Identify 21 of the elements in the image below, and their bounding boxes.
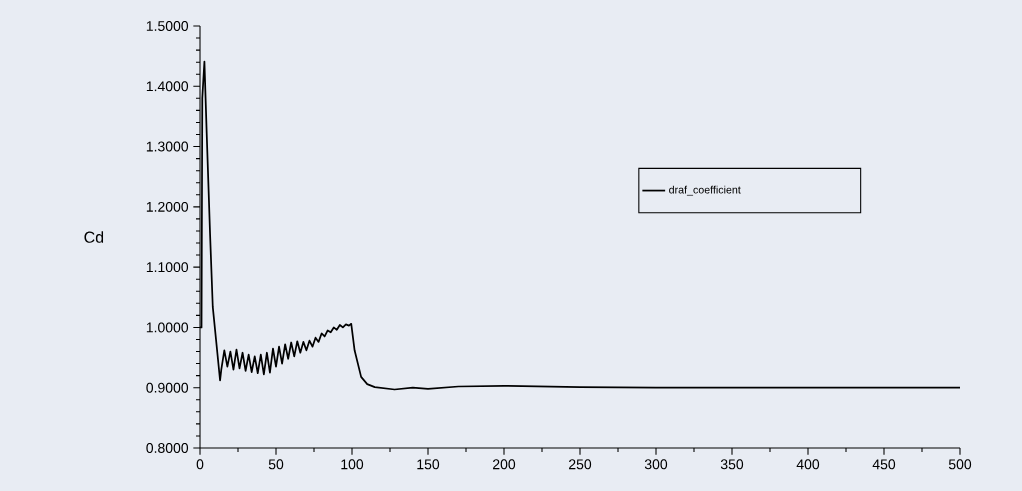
x-tick-label: 300 [644,459,668,470]
y-tick-label: 1.0000 [146,322,189,333]
x-tick-label: 350 [720,459,744,470]
x-tick-label: 50 [268,459,284,470]
y-tick-label: 0.8000 [146,443,189,453]
x-tick-label: 150 [417,459,440,470]
x-tick-label: 200 [493,459,516,470]
x-tick-label: 400 [796,459,820,470]
y-axis-title: Cd [84,231,104,243]
x-tick-label: 250 [569,459,592,470]
y-tick-label: 1.3000 [146,141,189,152]
x-tick-label: 500 [948,459,972,470]
legend-label: draf_coefficient [669,185,741,196]
y-tick-label: 1.4000 [146,81,189,92]
y-tick-label: 1.5000 [146,21,189,31]
y-tick-label: 1.2000 [146,201,189,212]
x-tick-label: 0 [196,459,204,470]
x-tick-label: 450 [872,459,896,470]
y-tick-label: 1.1000 [146,262,189,273]
x-tick-label: 100 [341,459,364,470]
y-tick-label: 0.9000 [146,382,189,393]
